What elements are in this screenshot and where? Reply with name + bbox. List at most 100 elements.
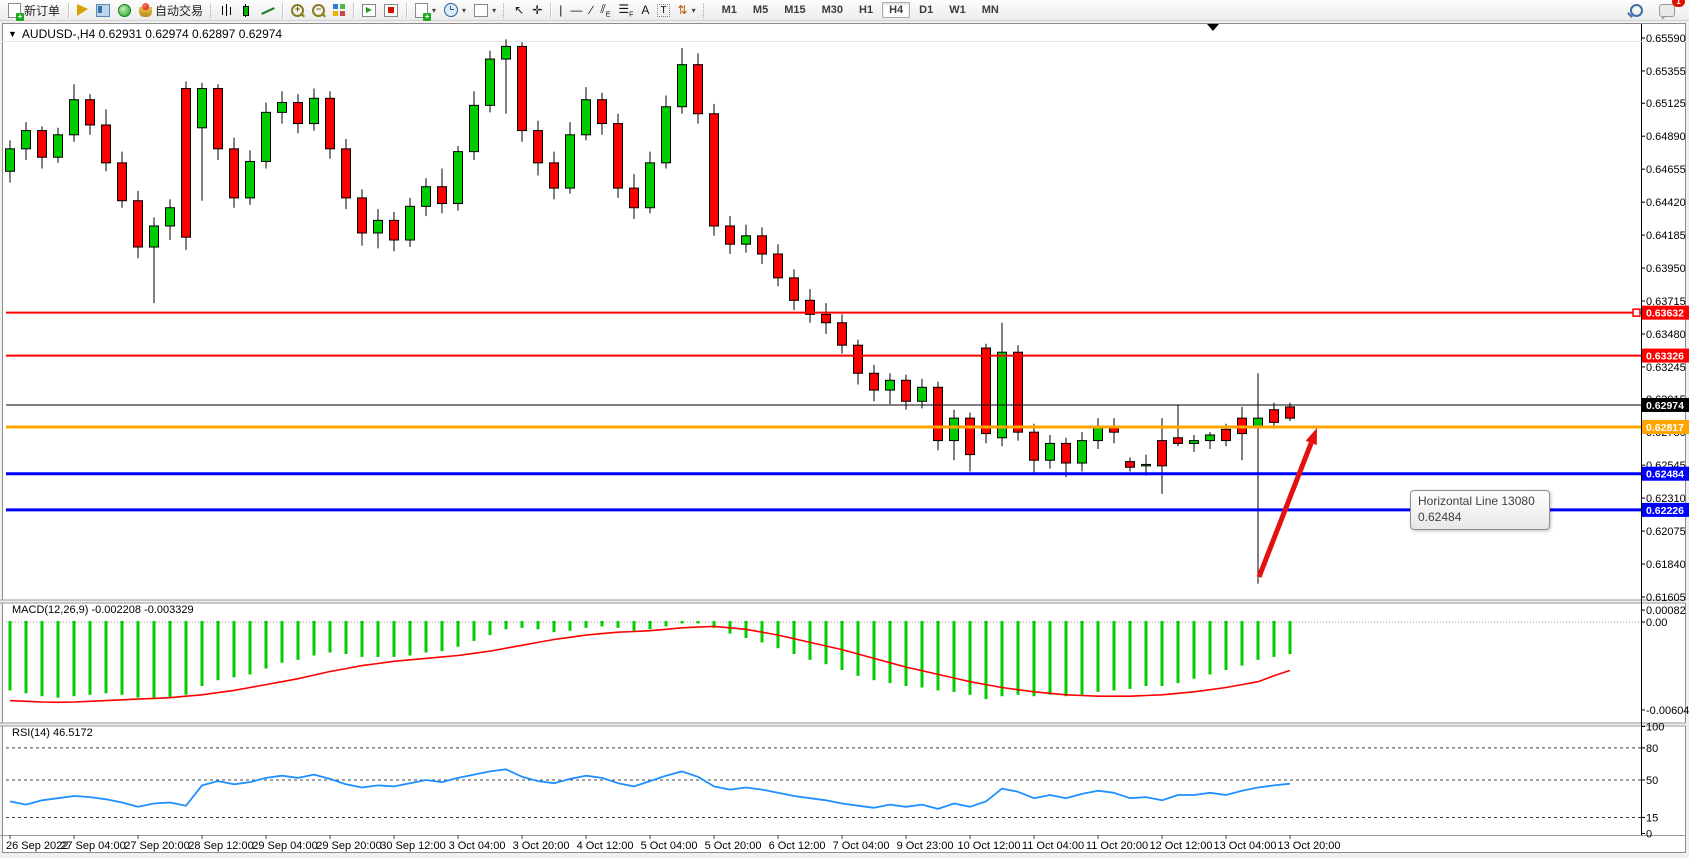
rsi-axis-label: 15 <box>1646 812 1658 824</box>
tf-button-m1[interactable]: M1 <box>721 4 737 16</box>
tf-button-m15[interactable]: M15 <box>784 4 806 16</box>
candle-down <box>789 277 799 301</box>
cursor-tool-button[interactable]: ↖ <box>510 0 528 21</box>
svg-text:0.63326: 0.63326 <box>1646 351 1684 363</box>
macd-layer <box>8 621 1292 704</box>
profiles-button[interactable]: ▾ <box>440 0 470 21</box>
toolbar-separator <box>353 2 355 18</box>
candles-layer <box>5 39 1295 584</box>
candle-up <box>309 97 319 125</box>
rsi-line <box>9 768 1291 810</box>
tf-button-h1[interactable]: H1 <box>859 4 874 16</box>
vertical-line-tool-button[interactable]: | <box>555 0 566 21</box>
market-watch-button[interactable] <box>92 0 114 21</box>
hline-objects <box>6 308 1641 512</box>
notifications-button[interactable]: 1 <box>1655 0 1685 21</box>
text-tool-button[interactable]: A <box>637 0 653 21</box>
svg-text:0.62484: 0.62484 <box>1646 469 1684 481</box>
candle-down <box>229 148 239 199</box>
navigator-button[interactable] <box>73 0 92 21</box>
horizontal-line-icon: — <box>570 3 583 17</box>
candle-down <box>1061 442 1071 464</box>
price-badge <box>1642 466 1689 481</box>
bar-chart-button[interactable] <box>217 0 237 21</box>
auto-scroll-button[interactable] <box>358 0 380 21</box>
clock-icon <box>444 3 459 17</box>
tile-windows-button[interactable] <box>329 0 349 21</box>
candle-up <box>277 102 287 113</box>
macd-indicator-label: MACD(12,26,9) -0.002208 -0.003329 <box>12 604 194 616</box>
chart-title-bar: ▼ AUDUSD-,H4 0.62931 0.62974 0.62897 0.6… <box>8 27 282 41</box>
search-button[interactable] <box>1626 0 1647 21</box>
candle-up <box>53 134 63 158</box>
price-tick-label: 0.64185 <box>1646 230 1686 242</box>
candle-down <box>757 235 767 255</box>
channel-tool-button[interactable]: ⫽E <box>596 0 614 21</box>
candle-down <box>693 64 703 115</box>
candle-down <box>901 379 911 402</box>
candle-down <box>517 45 527 132</box>
candle-up <box>421 186 431 207</box>
vertical-line-icon: | <box>559 3 563 17</box>
chart-window[interactable] <box>2 23 1686 853</box>
candle-down <box>1013 351 1023 433</box>
candle-up <box>1093 426 1103 442</box>
time-axis-label: 26 Sep 2022 <box>6 840 68 852</box>
fibonacci-tool-button[interactable]: ☰F <box>614 0 637 21</box>
candle-up <box>1189 440 1199 444</box>
candle-down <box>101 124 111 164</box>
signals-button[interactable] <box>114 0 135 21</box>
navigator-icon <box>77 4 89 16</box>
crosshair-tool-button[interactable]: ✛ <box>528 0 546 21</box>
toolbar-separator <box>282 2 284 18</box>
candle-down <box>37 130 47 158</box>
symbol-dropdown-icon[interactable]: ▼ <box>8 29 17 39</box>
candle-up <box>69 99 79 136</box>
candle-up <box>261 111 271 162</box>
templates-button[interactable]: ▾ <box>470 0 500 21</box>
candle-up <box>501 45 511 60</box>
new-chart-button[interactable]: + ▾ <box>411 0 440 21</box>
tf-button-w1[interactable]: W1 <box>949 4 966 16</box>
new-order-button[interactable]: + 新订单 <box>4 0 64 21</box>
candle-down <box>725 225 735 245</box>
tf-button-m5[interactable]: M5 <box>752 4 769 16</box>
price-tick-label: 0.62075 <box>1646 526 1686 538</box>
auto-trading-button[interactable]: 自动交易 <box>135 0 207 21</box>
time-axis-label: 27 Sep 04:00 <box>60 840 125 852</box>
tf-button-h4[interactable]: H4 <box>882 2 911 18</box>
candle-chart-button[interactable] <box>237 0 257 21</box>
candle-up <box>405 205 415 241</box>
candle-down <box>805 299 815 315</box>
candle-down <box>1173 437 1183 444</box>
tf-button-d1[interactable]: D1 <box>919 4 934 16</box>
chart-shift-button[interactable] <box>380 0 402 21</box>
time-axis-label: 28 Sep 12:00 <box>188 840 253 852</box>
new-order-icon: + <box>8 2 24 21</box>
price-tick-label: 0.65125 <box>1646 98 1686 110</box>
text-label-tool-button[interactable]: T <box>653 0 673 21</box>
time-axis-label: 3 Oct 20:00 <box>513 840 570 852</box>
red-arrow-shaft <box>1256 442 1314 578</box>
candle-down <box>389 219 399 241</box>
toolbar-grip <box>702 2 707 18</box>
timeframe-toolbar: M1 M5 M15 M30 H1 H4 D1 W1 MN <box>714 2 1007 18</box>
price-badge <box>1642 419 1689 434</box>
time-axis-label: 12 Oct 12:00 <box>1150 840 1213 852</box>
tf-button-mn[interactable]: MN <box>981 4 999 16</box>
zoom-in-button[interactable]: + <box>287 0 308 21</box>
arrows-tool-button[interactable]: ⇅ ▾ <box>677 3 696 17</box>
candle-down <box>709 113 719 227</box>
candle-up <box>1077 440 1087 464</box>
rsi-levels <box>6 621 1641 818</box>
tf-button-m30[interactable]: M30 <box>821 4 843 16</box>
toolbar-separator <box>406 2 408 18</box>
rsi-axis-label: 80 <box>1646 743 1658 755</box>
horizontal-line-tool-button[interactable]: — <box>566 0 586 21</box>
candle-up <box>149 225 159 248</box>
zoom-out-button[interactable]: − <box>308 0 329 21</box>
line-chart-button[interactable] <box>257 0 278 21</box>
trendline-tool-button[interactable]: ∕ <box>586 0 596 21</box>
candle-down <box>1221 428 1231 442</box>
